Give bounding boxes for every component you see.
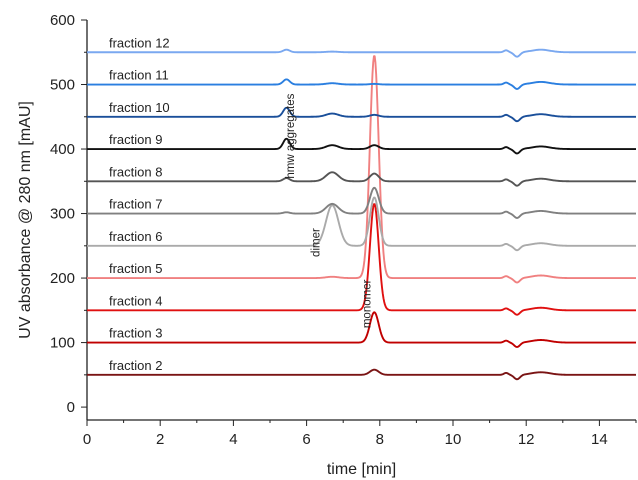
y-tick-label: 300 bbox=[50, 206, 75, 223]
series-label: fraction 2 bbox=[109, 358, 162, 373]
x-tick-label: 6 bbox=[302, 431, 310, 448]
annotation-label: hmw aggregates bbox=[285, 93, 297, 178]
series-traces bbox=[86, 48, 637, 381]
x-axis-title: time [min] bbox=[327, 461, 396, 478]
x-tick-label: 4 bbox=[229, 431, 237, 448]
x-tick-label: 14 bbox=[591, 431, 608, 448]
y-tick-label: 600 bbox=[50, 12, 75, 29]
series-label: fraction 10 bbox=[109, 100, 170, 115]
series-line-fraction-8 bbox=[86, 171, 637, 187]
x-tick-label: 10 bbox=[445, 431, 462, 448]
series-label: fraction 8 bbox=[109, 164, 162, 179]
series-line-fraction-7 bbox=[86, 186, 637, 219]
series-line-fraction-11 bbox=[86, 78, 637, 90]
x-tick-label: 8 bbox=[376, 431, 384, 448]
annotation-label: monomer bbox=[362, 279, 374, 328]
series-label: fraction 5 bbox=[109, 261, 162, 276]
series-line-fraction-5 bbox=[86, 55, 637, 284]
y-tick-label: 500 bbox=[50, 77, 75, 94]
series-labels: fraction 2 fraction 3 fraction 4 fraction 5… bbox=[109, 35, 170, 373]
series-line-fraction-9 bbox=[86, 137, 637, 155]
x-tick-label: 0 bbox=[83, 431, 91, 448]
y-tick-label: 100 bbox=[50, 335, 75, 352]
y-axis-title: UV absorbance @ 280 nm [mAU] bbox=[17, 101, 34, 339]
series-label: fraction 11 bbox=[109, 68, 169, 83]
series-label: fraction 7 bbox=[109, 197, 162, 212]
annotations: hmw aggregates dimer monomer bbox=[285, 93, 374, 328]
x-tick-label: 12 bbox=[518, 431, 535, 448]
annotation-label: dimer bbox=[310, 228, 322, 257]
y-tick-label: 0 bbox=[67, 399, 75, 416]
axes: 0 2 4 6 8 10 12 14 0 100 200 300 400 500 600 bbox=[50, 12, 637, 448]
series-line-fraction-6 bbox=[86, 196, 637, 252]
x-tick-label: 2 bbox=[156, 431, 164, 448]
series-line-fraction-2 bbox=[86, 368, 637, 381]
series-line-fraction-3 bbox=[86, 311, 637, 348]
y-tick-label: 400 bbox=[50, 141, 75, 158]
series-label: fraction 6 bbox=[109, 229, 162, 244]
y-tick-label: 200 bbox=[50, 270, 75, 287]
series-line-fraction-10 bbox=[86, 106, 637, 123]
series-label: fraction 3 bbox=[109, 326, 162, 341]
series-line-fraction-12 bbox=[86, 48, 637, 58]
series-label: fraction 12 bbox=[109, 35, 170, 50]
series-line-fraction-4 bbox=[86, 203, 637, 316]
series-label: fraction 9 bbox=[109, 132, 162, 147]
series-label: fraction 4 bbox=[109, 293, 162, 308]
